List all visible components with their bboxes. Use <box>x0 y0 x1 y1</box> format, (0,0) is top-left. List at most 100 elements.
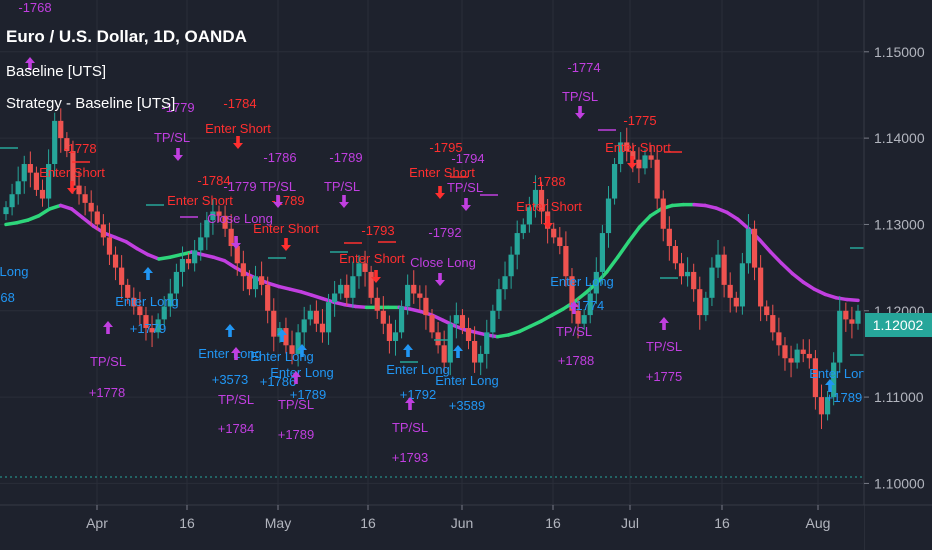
indicator-baseline-label[interactable]: Baseline [UTS] <box>6 63 106 80</box>
baseline-segment <box>550 307 565 317</box>
candle-body <box>551 228 557 238</box>
signal-label: Enter Short <box>39 165 105 180</box>
price-tick-label: 1.10000 <box>874 475 925 491</box>
candle-body <box>112 254 119 268</box>
candle-body <box>173 271 179 294</box>
baseline-segment <box>670 202 685 208</box>
candle-body <box>648 155 654 160</box>
candle-body <box>3 207 9 215</box>
candle-body <box>429 315 435 333</box>
candle-body <box>526 207 532 225</box>
candle-body <box>259 276 265 285</box>
signal-arrow-head <box>371 277 381 283</box>
indicator-strategy-label[interactable]: Strategy - Baseline [UTS] <box>6 95 175 112</box>
candle-body <box>593 271 599 294</box>
candle-body <box>581 315 587 324</box>
baseline-segment <box>200 252 216 259</box>
candle-body <box>289 345 295 354</box>
candle-body <box>411 284 417 294</box>
baseline-segment <box>637 214 653 229</box>
symbol-title[interactable]: Euro / U.S. Dollar, 1D, OANDA <box>6 27 247 46</box>
last-price-tag <box>865 313 932 337</box>
signal-arrow-head <box>225 324 235 330</box>
signal-label: +1789 <box>826 390 863 405</box>
candle-body <box>812 358 818 398</box>
baseline-segment <box>823 292 838 300</box>
baseline-segment <box>353 304 369 310</box>
baseline-segment <box>736 217 751 231</box>
candle-body <box>557 237 563 247</box>
candle-body <box>338 284 344 294</box>
candle-body <box>27 164 33 173</box>
candle-body <box>605 198 612 234</box>
price-axis[interactable] <box>864 0 932 550</box>
signal-label: -1795 <box>429 140 462 155</box>
baseline-segment <box>452 323 467 332</box>
signal-label: Enter Long <box>435 373 499 388</box>
signal-label: Enter Long <box>250 349 314 364</box>
signal-label: TP/SL <box>562 89 598 104</box>
signal-arrow-head <box>143 267 153 273</box>
candle-body <box>849 319 855 324</box>
time-tick-label: 16 <box>179 515 195 531</box>
candle-body <box>721 254 727 285</box>
baseline-segment <box>288 287 303 294</box>
candle-body <box>453 315 459 324</box>
signal-arrow-head <box>461 205 471 211</box>
candle-body <box>161 306 167 320</box>
time-tick-label: Aug <box>806 515 831 531</box>
baseline-segment <box>222 258 238 270</box>
candle-body <box>715 254 721 268</box>
candle-body <box>380 310 386 324</box>
candle-body <box>64 138 70 152</box>
baseline-segment <box>299 290 314 297</box>
baseline-segment <box>506 329 522 337</box>
candle-body <box>137 306 143 316</box>
candle-body <box>496 289 502 311</box>
signal-label: Enter Short <box>605 140 671 155</box>
signal-label: TP/SL <box>324 179 360 194</box>
signal-arrow-shaft <box>146 272 150 280</box>
signal-arrow-shaft <box>438 186 442 194</box>
signal-arrow-shaft <box>662 322 666 330</box>
signal-label: +1793 <box>392 450 429 465</box>
candle-body <box>143 315 149 329</box>
baseline-segment <box>495 333 511 339</box>
candle-body <box>88 202 94 212</box>
signal-label: +1774 <box>568 298 605 313</box>
candle-body <box>216 211 222 216</box>
baseline-segment <box>757 238 773 254</box>
baseline-segment <box>47 203 63 211</box>
baseline-segment <box>310 293 325 301</box>
signal-label: +3589 <box>449 398 486 413</box>
candle-body <box>465 328 472 341</box>
candle-body <box>435 332 441 346</box>
candle-body <box>776 332 782 346</box>
candle-body <box>210 211 216 221</box>
candle-body <box>569 276 575 311</box>
candle-body <box>709 267 715 298</box>
candle-body <box>502 276 508 290</box>
baseline-segment <box>790 271 806 285</box>
candle-body <box>739 263 745 307</box>
candle-body <box>100 224 106 238</box>
signal-arrow-head <box>543 223 553 229</box>
candle-body <box>70 151 76 186</box>
candle-body <box>131 297 137 307</box>
signal-arrow-head <box>339 202 349 208</box>
candle-body <box>459 315 466 329</box>
baseline-segment <box>812 287 827 297</box>
time-tick-label: 16 <box>360 515 376 531</box>
candle-body <box>295 332 301 354</box>
time-axis[interactable] <box>0 505 864 550</box>
signal-arrow-shaft <box>408 402 412 410</box>
signal-arrow-head <box>231 347 241 353</box>
candle-body <box>94 211 100 225</box>
baseline-segment <box>211 255 227 263</box>
baseline-segment <box>266 281 281 289</box>
signal-label: Enter Long <box>198 346 262 361</box>
candle-body <box>782 345 788 359</box>
candles <box>3 108 861 430</box>
